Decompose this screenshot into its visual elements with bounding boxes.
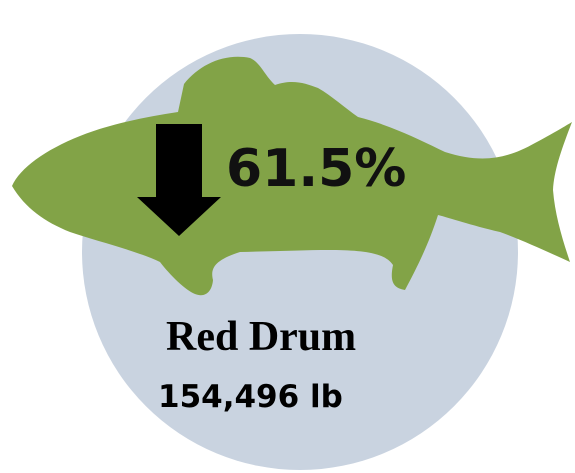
species-weight: 154,496 lb — [158, 379, 343, 415]
percent-change: 61.5% — [226, 139, 407, 199]
species-name: Red Drum — [166, 314, 357, 360]
fish-silhouette-icon — [12, 56, 572, 296]
down-arrow-icon — [137, 124, 221, 236]
